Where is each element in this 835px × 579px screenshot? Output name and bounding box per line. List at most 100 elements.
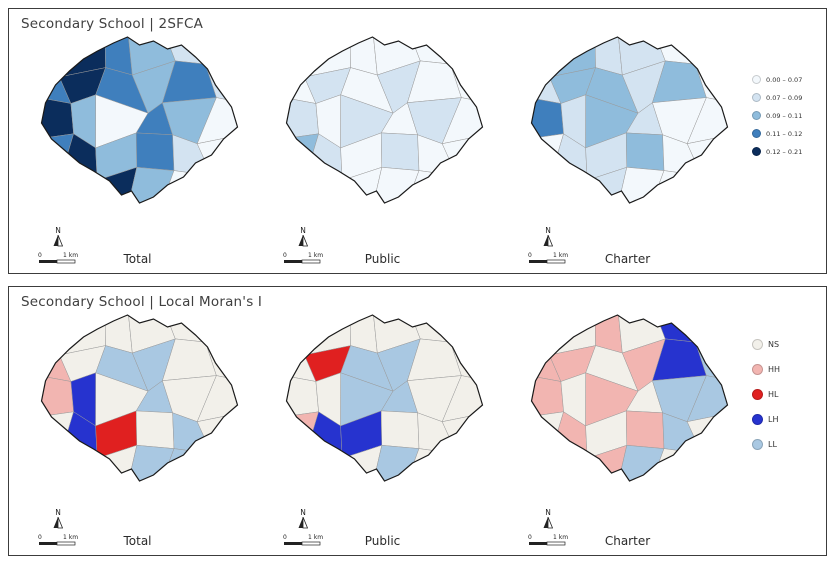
north-arrow-icon: N	[51, 225, 65, 248]
map-block-charter-lisa: N 0 1 km Charter	[505, 313, 750, 553]
choropleth-map-total-2sfca	[40, 36, 239, 204]
legend-item: LH	[752, 414, 816, 425]
scale-bar-segment-dark	[284, 542, 302, 545]
legend-swatch	[752, 147, 761, 156]
scale-bar-segment-light	[56, 259, 76, 264]
scale-zero-label: 0	[283, 252, 287, 259]
legend-label: 0.00 – 0.07	[766, 75, 803, 84]
scale-bar-segment-dark	[39, 260, 57, 263]
legend-swatch	[752, 439, 763, 450]
legend-item: HH	[752, 364, 816, 375]
map-label-public: Public	[364, 534, 401, 548]
map-label-total: Total	[123, 534, 152, 548]
legend-swatch	[752, 339, 763, 350]
panel-local-morans-i: Secondary School | Local Moran's I N 0 1…	[8, 286, 827, 556]
north-arrow-glyph	[543, 517, 553, 529]
legend-label: 0.11 – 0.12	[766, 129, 803, 138]
map-block-public-lisa: N 0 1 km Public	[260, 313, 505, 553]
legend-label: HH	[768, 365, 781, 374]
scale-bar: 0 1 km	[528, 252, 568, 264]
choropleth-map-charter-2sfca	[530, 36, 729, 204]
north-arrow-glyph	[298, 517, 308, 529]
map-block-total-2sfca: N 0 1 km Total	[15, 35, 260, 271]
scale-zero-label: 0	[38, 252, 42, 259]
north-arrow-glyph	[298, 235, 308, 247]
choropleth-map-public-lisa	[285, 314, 484, 482]
map-block-charter-2sfca: N 0 1 km Charter	[505, 35, 750, 271]
north-label: N	[300, 225, 306, 235]
scale-bar-segment-dark	[529, 260, 547, 263]
map-block-public-2sfca: N 0 1 km Public	[260, 35, 505, 271]
legend-item: 0.12 – 0.21	[752, 147, 816, 156]
scale-km-label: 1 km	[308, 534, 323, 541]
scale-bar: 0 1 km	[38, 252, 78, 264]
scale-bar: 0 1 km	[283, 252, 323, 264]
legend-item: 0.07 – 0.09	[752, 93, 816, 102]
panel-2sfca: Secondary School | 2SFCA N 0 1 km Total	[8, 8, 827, 274]
legend-swatch	[752, 364, 763, 375]
legend-label: HL	[768, 390, 779, 399]
north-label: N	[545, 507, 551, 517]
legend-label: LL	[768, 440, 777, 449]
legend-label: 0.09 – 0.11	[766, 111, 803, 120]
north-label: N	[300, 507, 306, 517]
north-label: N	[55, 507, 61, 517]
legend-lisa: NS HH HL LH LL	[752, 339, 816, 450]
scale-bar: 0 1 km	[283, 534, 323, 546]
scale-km-label: 1 km	[553, 252, 568, 259]
legend-item: 0.09 – 0.11	[752, 111, 816, 120]
legend-label: LH	[768, 415, 779, 424]
map-block-total-lisa: N 0 1 km Total	[15, 313, 260, 553]
choropleth-map-charter-lisa	[530, 314, 729, 482]
legend-swatch	[752, 111, 761, 120]
scale-zero-label: 0	[38, 534, 42, 541]
scale-bar: 0 1 km	[38, 534, 78, 546]
legend-swatch	[752, 414, 763, 425]
legend-2sfca: 0.00 – 0.07 0.07 – 0.09 0.09 – 0.11 0.11…	[752, 75, 816, 156]
north-label: N	[545, 225, 551, 235]
legend-swatch	[752, 389, 763, 400]
scale-bar-segment-light	[546, 259, 566, 264]
north-arrow-icon: N	[296, 507, 310, 530]
north-arrow-icon: N	[541, 507, 555, 530]
legend-label: 0.07 – 0.09	[766, 93, 803, 102]
north-arrow-icon: N	[541, 225, 555, 248]
maps-row-lisa: N 0 1 km Total N	[15, 313, 750, 553]
map-label-total: Total	[123, 252, 152, 266]
legend-item: NS	[752, 339, 816, 350]
scale-km-label: 1 km	[553, 534, 568, 541]
scale-zero-label: 0	[528, 534, 532, 541]
maps-row-2sfca: N 0 1 km Total N	[15, 35, 750, 271]
panel-title: Secondary School | 2SFCA	[21, 16, 204, 32]
scale-bar-segment-dark	[529, 542, 547, 545]
legend-swatch	[752, 93, 761, 102]
north-arrow-icon: N	[296, 225, 310, 248]
legend-label: 0.12 – 0.21	[766, 147, 803, 156]
choropleth-map-total-lisa	[40, 314, 239, 482]
choropleth-map-public-2sfca	[285, 36, 484, 204]
scale-km-label: 1 km	[308, 252, 323, 259]
legend-swatch	[752, 129, 761, 138]
north-label: N	[55, 225, 61, 235]
scale-bar-segment-light	[301, 259, 321, 264]
panel-title: Secondary School | Local Moran's I	[21, 294, 263, 310]
map-label-charter: Charter	[604, 534, 651, 548]
scale-km-label: 1 km	[63, 252, 78, 259]
scale-km-label: 1 km	[63, 534, 78, 541]
legend-item: 0.11 – 0.12	[752, 129, 816, 138]
scale-zero-label: 0	[283, 534, 287, 541]
north-arrow-glyph	[53, 235, 63, 247]
scale-bar-segment-light	[56, 541, 76, 546]
north-arrow-glyph	[53, 517, 63, 529]
legend-item: HL	[752, 389, 816, 400]
scale-bar-segment-dark	[284, 260, 302, 263]
legend-swatch	[752, 75, 761, 84]
north-arrow-glyph	[543, 235, 553, 247]
map-label-charter: Charter	[604, 252, 651, 266]
north-arrow-icon: N	[51, 507, 65, 530]
scale-bar-segment-light	[301, 541, 321, 546]
scale-zero-label: 0	[528, 252, 532, 259]
legend-label: NS	[768, 340, 780, 349]
legend-item: 0.00 – 0.07	[752, 75, 816, 84]
scale-bar: 0 1 km	[528, 534, 568, 546]
